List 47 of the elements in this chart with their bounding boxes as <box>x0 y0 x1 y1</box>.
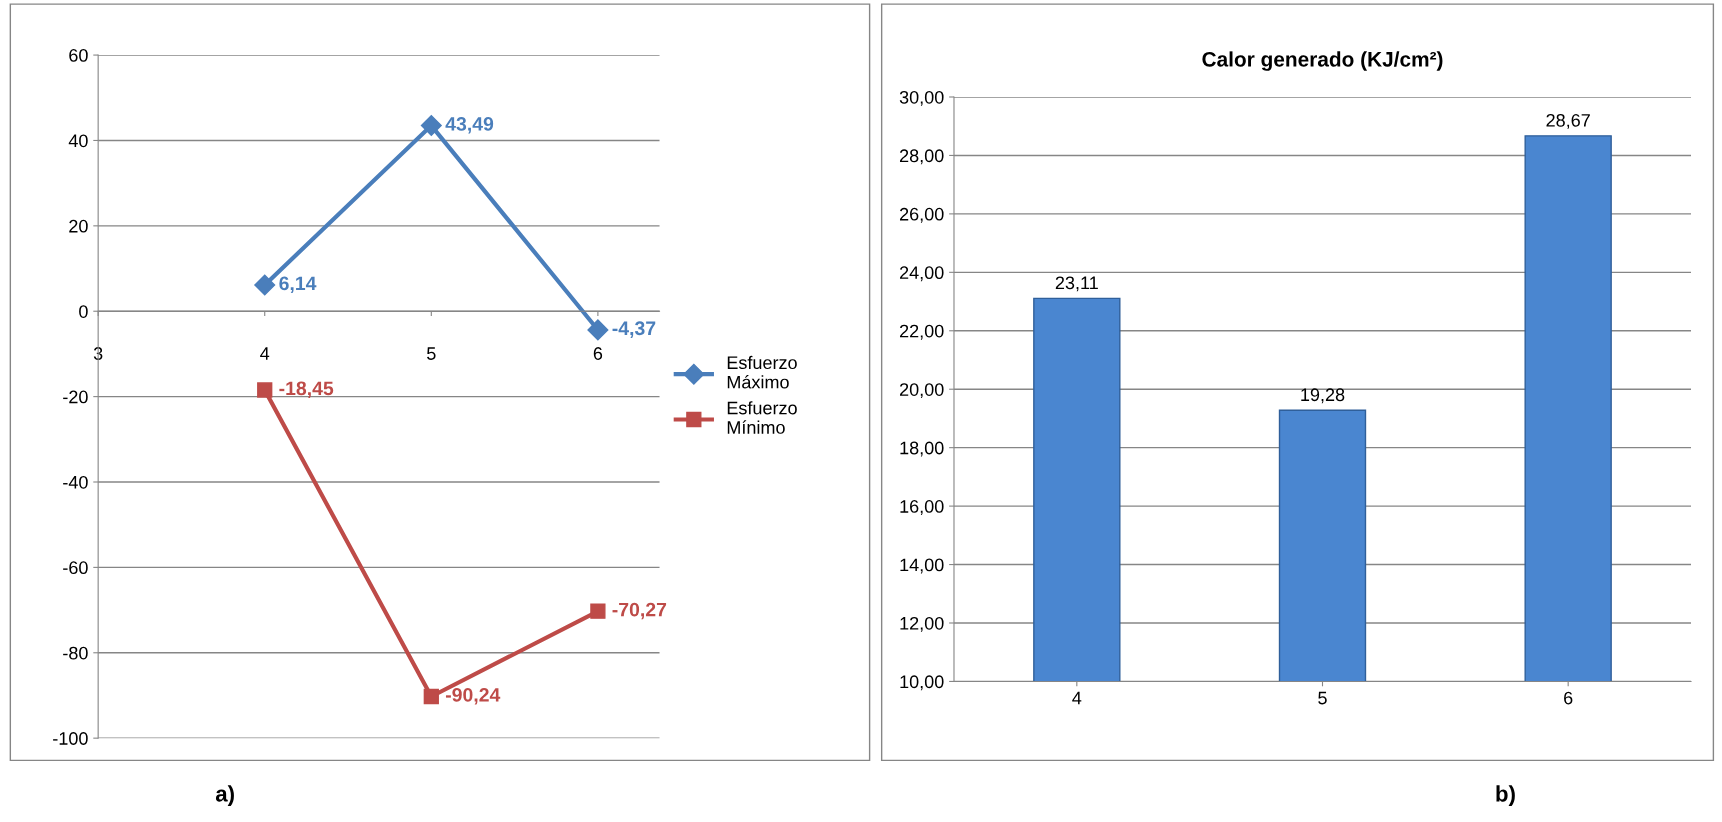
point <box>257 382 273 398</box>
y-tick-label: 22,00 <box>900 324 944 340</box>
point <box>423 688 439 705</box>
y-tick-label: -40 <box>63 475 88 489</box>
x-tick-label: 4 <box>1072 691 1082 705</box>
text: b) <box>1496 785 1515 807</box>
y-tick-label: 0 <box>79 305 88 318</box>
point <box>420 115 442 137</box>
y-tick-label: 28,00 <box>900 149 944 165</box>
x-tick-label: 3 <box>93 347 103 360</box>
y-tick-label: -100 <box>53 732 88 745</box>
x-tick-label: 4 <box>260 347 270 360</box>
y-tick-label: 10,00 <box>900 675 944 691</box>
y-tick-label: 60 <box>69 49 88 62</box>
x-tick-label: 6 <box>593 347 603 360</box>
data-label: 6,14 <box>279 276 317 294</box>
y-tick-label: 20 <box>69 219 88 233</box>
data-label: 43,49 <box>445 117 494 134</box>
x-tick-label: 6 <box>1564 691 1573 705</box>
text: a) <box>215 785 234 807</box>
chart-title: Calor generado (KJ/cm²) <box>1202 51 1443 71</box>
y-tick-label: 12,00 <box>900 616 944 632</box>
point <box>590 603 606 619</box>
y-tick-label: -80 <box>63 646 88 660</box>
data-label: 19,28 <box>1301 388 1345 404</box>
data-label: -90,24 <box>445 687 501 705</box>
data-label: -4,37 <box>612 321 656 338</box>
y-tick-label: -20 <box>63 390 88 404</box>
y-tick-label: 26,00 <box>900 207 944 223</box>
point <box>587 319 609 341</box>
data-label: -70,27 <box>612 602 667 620</box>
data-label: 23,11 <box>1055 276 1098 292</box>
y-tick-label: 24,00 <box>900 266 944 282</box>
y-tick-label: -60 <box>63 561 88 575</box>
y-tick-label: 16,00 <box>900 500 944 515</box>
y-tick-label: 40 <box>68 134 88 148</box>
y-tick-label: 30,00 <box>899 90 944 106</box>
legend-label: Esfuerzo Máximo <box>727 355 797 389</box>
legend-label: Esfuerzo Mínimo <box>727 401 797 434</box>
y-tick-label: 20,00 <box>900 383 944 399</box>
data-label: 28,67 <box>1546 113 1590 129</box>
x-tick-label: 5 <box>1318 691 1327 705</box>
point <box>254 274 276 296</box>
y-tick-label: 14,00 <box>900 558 944 574</box>
x-tick-label: 5 <box>427 347 436 360</box>
data-label: -18,45 <box>279 381 334 399</box>
y-tick-label: 18,00 <box>900 441 944 457</box>
